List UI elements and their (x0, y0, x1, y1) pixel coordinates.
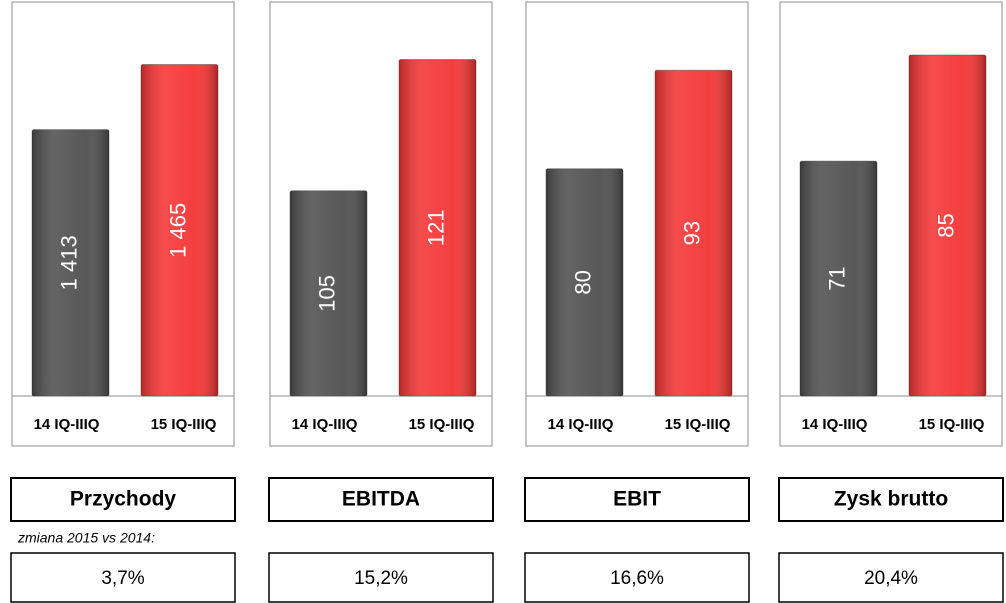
title-box (268, 477, 494, 522)
change-box (524, 552, 750, 603)
x-tick-label: 14 IQ-IIIQ (802, 416, 868, 433)
bar-value-label: 1 413 (56, 235, 81, 290)
chart-title: EBIT (613, 488, 661, 511)
change-box (268, 552, 494, 603)
chart-panel (269, 1, 493, 447)
x-tick-label: 15 IQ-IIIQ (409, 416, 475, 433)
bar-shine (909, 55, 986, 397)
change-value: 3,7% (101, 568, 144, 589)
bar-value-label: 80 (570, 270, 595, 294)
bar-shine (655, 70, 732, 396)
x-tick-label: 14 IQ-IIIQ (34, 416, 100, 433)
x-tick-label: 15 IQ-IIIQ (665, 416, 731, 433)
chart-panel (11, 1, 235, 447)
chart-panel (525, 1, 749, 447)
title-box (524, 477, 750, 522)
note: zmiana 2015 vs 2014: (17, 530, 155, 546)
chart-panel (779, 1, 1003, 447)
bar-value-label: 105 (314, 275, 339, 312)
bar-value-label: 93 (679, 221, 704, 245)
chart-title: EBITDA (342, 488, 420, 511)
change-value: 15,2% (354, 568, 408, 589)
title-box (778, 477, 1004, 522)
x-tick-label: 15 IQ-IIIQ (151, 416, 217, 433)
bar-shine (399, 59, 476, 396)
change-box (778, 552, 1004, 603)
bar-shine (546, 168, 623, 396)
bar-shine (800, 161, 877, 396)
bar-shine (290, 190, 367, 396)
bar-value-label: 121 (423, 209, 448, 246)
x-tick-label: 14 IQ-IIIQ (292, 416, 358, 433)
bar-shine (32, 129, 109, 397)
bar-value-label: 1 465 (165, 203, 190, 258)
chart-title: Zysk brutto (834, 488, 948, 511)
change-value: 16,6% (610, 568, 664, 589)
change-value: 20,4% (864, 568, 918, 589)
title-box (10, 477, 236, 522)
bar-value-label: 71 (824, 266, 849, 290)
bar-shine (141, 64, 218, 397)
change-box (10, 552, 236, 603)
bar-value-label: 85 (933, 213, 958, 237)
x-tick-label: 14 IQ-IIIQ (548, 416, 614, 433)
chart-title: Przychody (70, 488, 177, 511)
x-tick-label: 15 IQ-IIIQ (919, 416, 985, 433)
